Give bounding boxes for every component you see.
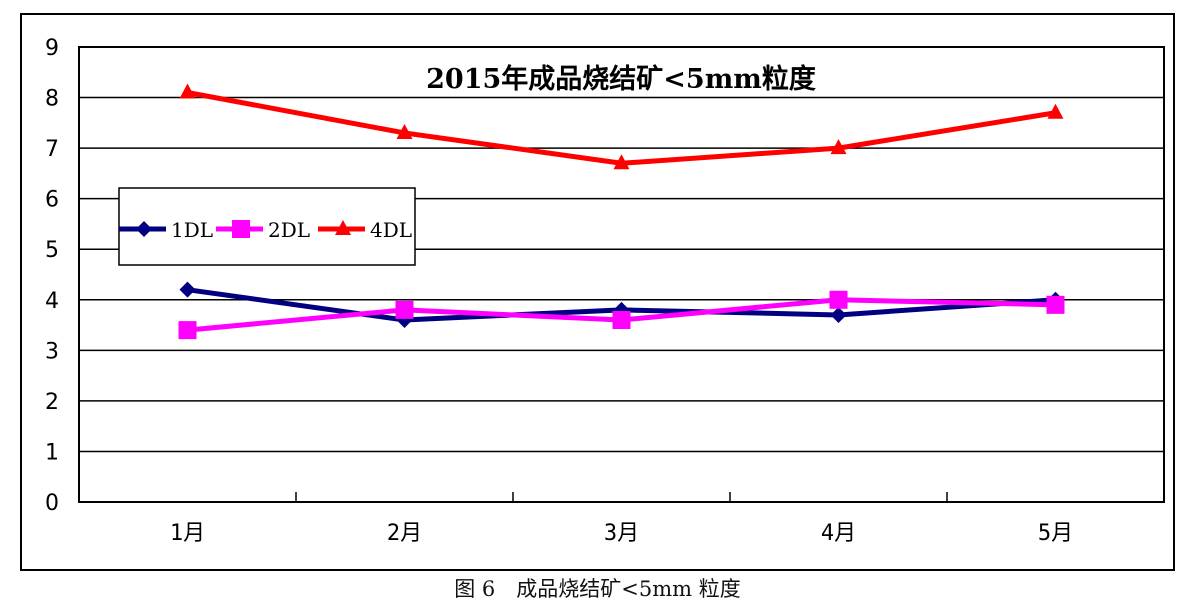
square-marker — [232, 220, 250, 238]
square-marker — [395, 300, 414, 319]
series-line-4DL — [187, 90, 1056, 166]
figure-caption: 图 6 成品烧结矿<5mm 粒度 — [454, 577, 741, 601]
square-marker — [1046, 295, 1065, 314]
y-tick-label: 2 — [45, 390, 59, 415]
y-tick-label: 1 — [45, 440, 59, 465]
legend-label-2DL: 2DL — [268, 218, 310, 242]
y-tick-label: 7 — [45, 137, 59, 162]
y-tick-label: 8 — [45, 87, 59, 112]
triangle-marker — [396, 123, 413, 139]
y-tick-label: 6 — [45, 188, 59, 213]
diamond-marker — [179, 281, 196, 298]
y-tick-label: 9 — [45, 36, 59, 61]
x-tick-label: 1月 — [170, 521, 205, 546]
diamond-marker — [136, 221, 152, 237]
triangle-marker — [1047, 103, 1064, 119]
square-marker — [829, 290, 848, 309]
legend-label-4DL: 4DL — [370, 218, 412, 242]
triangle-marker — [830, 139, 847, 155]
triangle-marker — [335, 220, 351, 235]
triangle-marker — [613, 154, 630, 170]
triangle-marker — [179, 83, 196, 99]
y-tick-label: 0 — [45, 491, 59, 516]
x-tick-label: 2月 — [387, 521, 422, 546]
legend-label-1DL: 1DL — [171, 218, 213, 242]
square-marker — [612, 311, 631, 329]
x-tick-label: 5月 — [1038, 521, 1073, 546]
y-tick-label: 4 — [45, 289, 59, 314]
y-tick-label: 5 — [45, 238, 59, 263]
legend — [118, 187, 416, 266]
x-tick-label: 4月 — [821, 521, 856, 546]
y-tick-label: 3 — [45, 339, 59, 364]
square-marker — [178, 321, 197, 340]
chart-title: 2015年成品烧结矿<5mm粒度 — [426, 63, 816, 95]
x-tick-label: 3月 — [604, 521, 639, 546]
plot-area — [78, 46, 1165, 503]
diamond-marker — [830, 306, 847, 323]
